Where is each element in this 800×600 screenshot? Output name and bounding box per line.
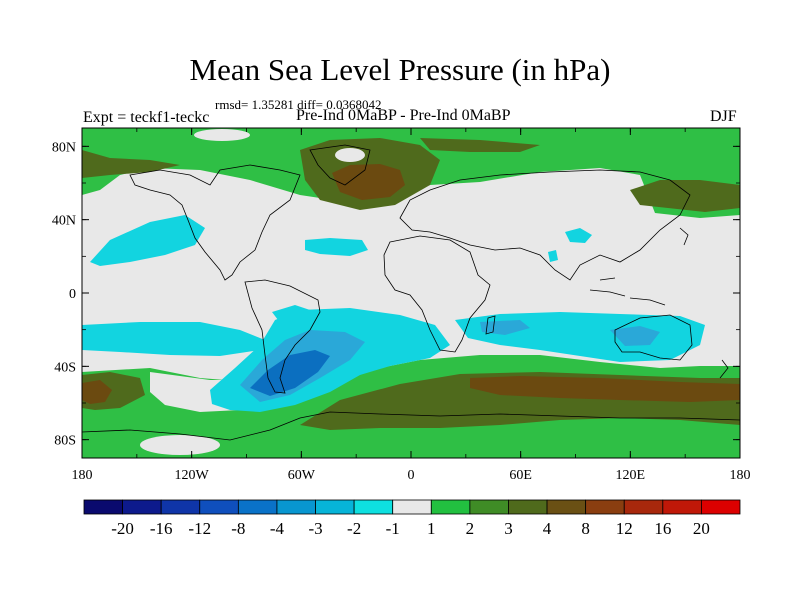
southern-ocean-brown <box>470 376 740 402</box>
south-pacific-brown <box>82 380 112 404</box>
colorbar-label: 20 <box>693 519 710 538</box>
greenland-light-patch <box>335 148 365 162</box>
colorbar-label: 8 <box>581 519 590 538</box>
indian-ocean-light-blue <box>480 320 530 335</box>
lon-tick-label: 60E <box>509 468 532 483</box>
lon-tick-label: 120W <box>175 468 210 483</box>
colorbar-swatch <box>315 499 355 515</box>
colorbar: -20 -16 -12 -8 -4 -3 -2 -1 1 2 3 4 8 12 16 20 <box>83 499 741 538</box>
colorbar-label: -16 <box>150 519 173 538</box>
north-atlantic-brown <box>332 164 405 200</box>
north-pacific-cyan <box>90 215 205 266</box>
lon-tick-label: 0 <box>408 468 415 483</box>
lon-tick-label: 180 <box>72 468 93 483</box>
colorbar-label: 16 <box>654 519 671 538</box>
colorbar-label: -2 <box>347 519 361 538</box>
lat-tick-label: 0 <box>69 287 76 302</box>
africa-coast <box>383 235 491 353</box>
north-america-coast <box>129 164 301 281</box>
colorbar-swatch <box>546 499 587 515</box>
eurasia-coast <box>399 169 691 281</box>
lon-tick-label: 120E <box>616 468 646 483</box>
colorbar-label: -12 <box>188 519 211 538</box>
colorbar-swatch <box>392 499 432 515</box>
lon-tick-label: 180 <box>730 468 751 483</box>
colorbar-swatch <box>199 499 239 515</box>
colorbar-swatch <box>122 499 162 515</box>
season-label: DJF <box>710 108 737 125</box>
india-cyan <box>548 250 558 262</box>
lon-tick-label: 60W <box>288 468 316 483</box>
latitude-axis: 80N 40N 0 40S 80S <box>52 140 740 449</box>
colorbar-swatch <box>701 499 741 515</box>
colorbar-swatch <box>662 499 702 515</box>
lat-tick-label: 40N <box>52 214 76 229</box>
colorbar-label: 2 <box>466 519 475 538</box>
arctic-dark-green <box>420 138 540 152</box>
new-zealand-coast <box>719 359 729 379</box>
colorbar-swatch <box>237 499 278 515</box>
tropical-cyan <box>272 305 310 320</box>
australia-coast <box>614 314 693 361</box>
north-atlantic-cyan <box>305 238 368 256</box>
maritime-continent-coast <box>589 277 666 306</box>
colorbar-label: -1 <box>386 519 400 538</box>
statistics-line: rmsd= 1.35281 diff= 0.0368042 <box>215 97 382 112</box>
lat-tick-label: 80S <box>54 434 76 449</box>
plot-title: Mean Sea Level Pressure (in hPa) <box>189 52 611 87</box>
south-america-coast <box>244 279 321 394</box>
colorbar-label: 3 <box>504 519 513 538</box>
greenland-coast <box>309 144 371 186</box>
north-pacific-dark-green <box>82 150 180 178</box>
japan-coast <box>679 227 689 246</box>
colorbar-label: -3 <box>308 519 322 538</box>
colorbar-swatch <box>160 499 201 515</box>
south-pacific-cyan <box>82 322 265 356</box>
colorbar-label: -4 <box>270 519 285 538</box>
south-atlantic-blue-core <box>250 350 330 396</box>
colorbar-swatch <box>585 499 625 515</box>
lat-tick-label: 80N <box>52 140 76 155</box>
colorbar-label: 12 <box>616 519 633 538</box>
comparison-label: Pre-Ind 0MaBP - Pre-Ind 0MaBP <box>296 107 511 124</box>
lat-tick-label: 40S <box>54 360 76 375</box>
asia-cyan <box>565 228 592 243</box>
australia-light-blue <box>610 326 660 346</box>
colorbar-swatch <box>508 499 548 515</box>
colorbar-label: 4 <box>543 519 552 538</box>
colorbar-swatch <box>469 499 509 515</box>
colorbar-swatch <box>623 499 664 515</box>
antarctica-coast <box>82 411 740 441</box>
colorbar-label: 1 <box>427 519 436 538</box>
madagascar-coast <box>485 315 496 335</box>
colorbar-label: -8 <box>231 519 245 538</box>
arctic-light-patch <box>194 129 250 141</box>
siberia-dark-green <box>630 180 740 212</box>
colorbar-swatch <box>276 499 316 515</box>
colorbar-swatch <box>430 499 471 515</box>
experiment-label: Expt = teckf1-teckc <box>83 109 210 126</box>
longitude-axis: 180 120W 60W 0 60E 120E 180 <box>72 128 751 483</box>
colorbar-swatch <box>83 499 123 515</box>
colorbar-swatch <box>353 499 394 515</box>
antarctic-light-patch <box>140 435 220 455</box>
coastlines <box>82 144 740 441</box>
map-field <box>82 128 740 458</box>
colorbar-label: -20 <box>111 519 134 538</box>
